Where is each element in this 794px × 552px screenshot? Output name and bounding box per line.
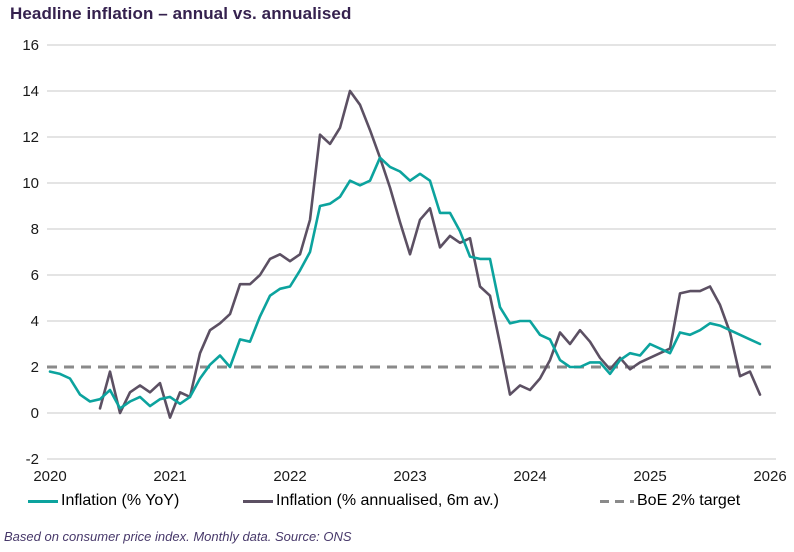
x-axis-tick-label: 2024	[513, 468, 546, 485]
y-axis-tick-label: 4	[31, 313, 39, 330]
y-axis-tick-label: 16	[22, 37, 39, 54]
dashed-line-swatch	[600, 499, 634, 503]
x-axis-tick-label: 2026	[753, 468, 786, 485]
y-axis-tick-label: 2	[31, 359, 39, 376]
legend-label-annualised: Inflation (% annualised, 6m av.)	[276, 492, 499, 509]
legend-item-annualised: Inflation (% annualised, 6m av.)	[243, 492, 499, 510]
legend-item-yoy: Inflation (% YoY)	[28, 492, 179, 510]
series-inflation-yoy	[48, 156, 762, 410]
legend-label-yoy: Inflation (% YoY)	[61, 492, 180, 509]
legend-item-target: BoE 2% target	[600, 492, 740, 510]
y-axis-tick-label: -2	[26, 451, 39, 468]
x-axis-tick-label: 2025	[633, 468, 666, 485]
y-axis-tick-label: 6	[31, 267, 39, 284]
teal-line-swatch	[28, 499, 58, 503]
y-axis-tick-label: 0	[31, 405, 39, 422]
y-axis-tick-label: 14	[22, 83, 39, 100]
y-axis-tick-label: 12	[22, 129, 39, 146]
x-axis-tick-label: 2022	[273, 468, 306, 485]
x-axis-tick-label: 2020	[33, 468, 66, 485]
chart-legend: Inflation (% YoY) Inflation (% annualise…	[0, 492, 794, 518]
legend-label-target: BoE 2% target	[637, 492, 741, 509]
source-note: Based on consumer price index. Monthly d…	[4, 529, 352, 544]
purple-line-swatch	[243, 499, 273, 503]
chart-title: Headline inflation – annual vs. annualis…	[10, 4, 352, 23]
y-axis-tick-label: 8	[31, 221, 39, 238]
x-axis-tick-label: 2023	[393, 468, 426, 485]
y-axis-tick-label: 10	[22, 175, 39, 192]
series-inflation-annualised	[98, 89, 762, 419]
x-axis-tick-label: 2021	[153, 468, 186, 485]
